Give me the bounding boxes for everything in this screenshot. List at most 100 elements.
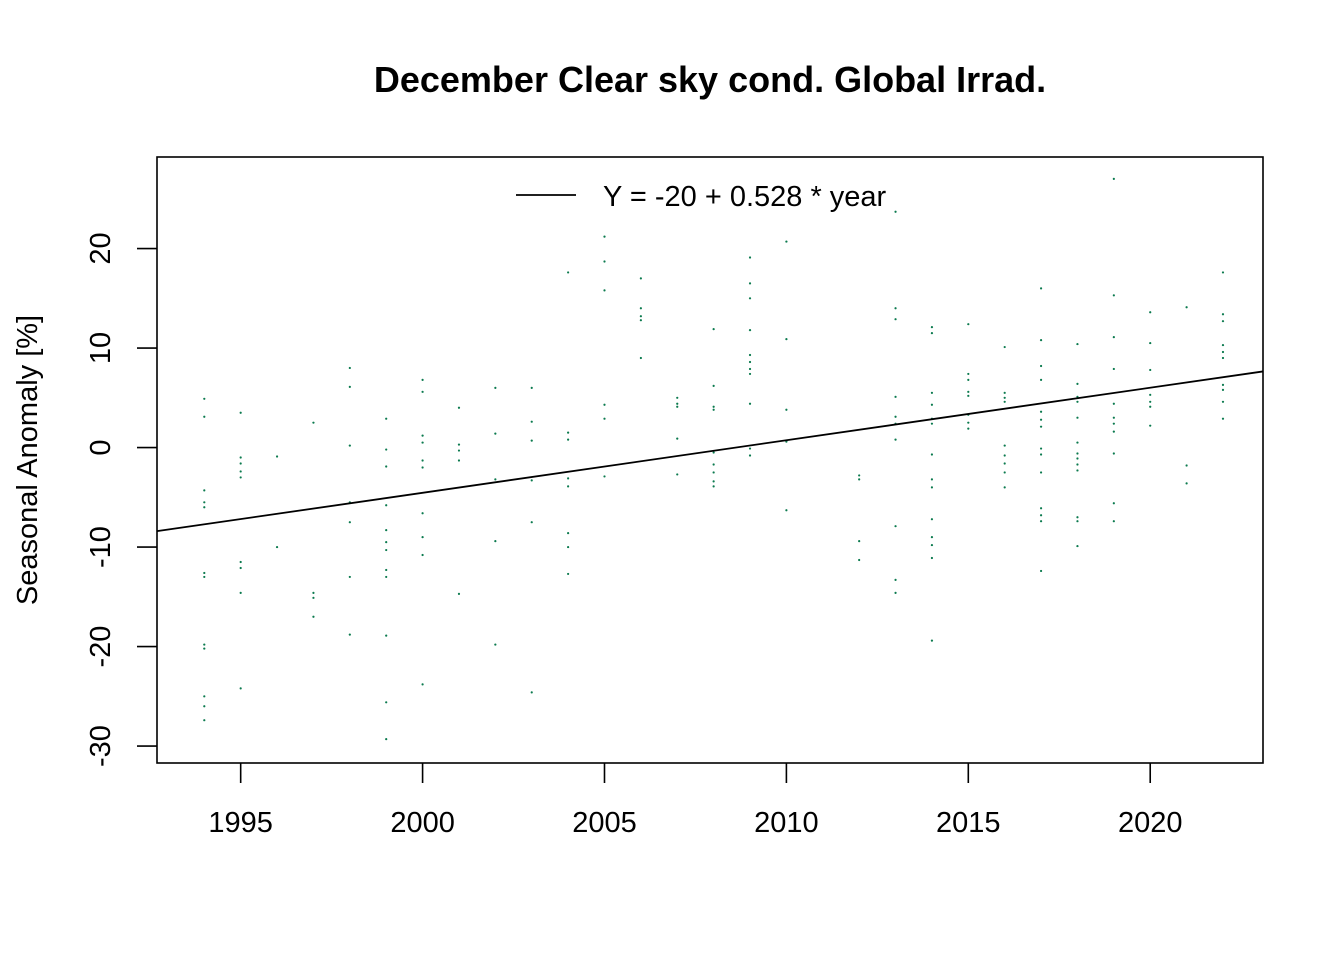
data-point bbox=[1003, 471, 1006, 474]
data-point bbox=[858, 474, 861, 477]
data-point bbox=[203, 719, 206, 722]
data-point bbox=[712, 328, 715, 331]
data-point bbox=[1221, 271, 1225, 274]
x-tick-label: 2000 bbox=[390, 807, 455, 839]
data-point bbox=[1003, 462, 1006, 465]
data-point bbox=[1039, 520, 1043, 523]
data-point bbox=[203, 695, 206, 698]
data-point bbox=[312, 421, 315, 424]
data-point bbox=[203, 415, 206, 418]
data-point bbox=[894, 210, 897, 213]
data-point bbox=[1076, 452, 1079, 455]
x-tick-label: 2005 bbox=[572, 807, 637, 839]
y-tick-label: 0 bbox=[85, 439, 117, 455]
data-point bbox=[530, 521, 533, 524]
data-point bbox=[1039, 447, 1043, 450]
plot-frame bbox=[156, 156, 1264, 764]
data-point bbox=[203, 705, 206, 708]
data-point bbox=[712, 451, 715, 454]
data-point bbox=[1039, 364, 1043, 368]
data-point bbox=[421, 536, 424, 539]
data-point bbox=[1221, 320, 1225, 323]
data-point bbox=[1076, 416, 1079, 419]
x-tick-label: 2010 bbox=[754, 807, 819, 839]
data-point bbox=[639, 319, 642, 322]
data-point bbox=[1112, 367, 1115, 371]
data-point bbox=[748, 454, 752, 457]
data-point bbox=[421, 434, 424, 437]
y-tick-label: 20 bbox=[85, 232, 117, 264]
data-point bbox=[603, 403, 606, 406]
data-point bbox=[385, 575, 388, 579]
data-point bbox=[1221, 350, 1225, 354]
data-point bbox=[712, 405, 715, 408]
data-point bbox=[967, 372, 970, 376]
data-point bbox=[348, 385, 351, 388]
data-point bbox=[203, 647, 206, 650]
data-point bbox=[603, 475, 606, 478]
trend-line bbox=[156, 370, 1264, 533]
data-point bbox=[348, 575, 351, 579]
data-point bbox=[894, 415, 897, 418]
data-point bbox=[1112, 430, 1115, 433]
data-point bbox=[1149, 424, 1152, 427]
y-axis-label: Seasonal Anomaly [%] bbox=[12, 315, 44, 605]
data-point bbox=[603, 289, 606, 292]
data-point bbox=[567, 485, 570, 488]
data-point bbox=[1076, 520, 1079, 523]
data-point bbox=[530, 420, 533, 423]
data-point bbox=[894, 395, 897, 398]
data-point bbox=[421, 466, 424, 469]
data-point bbox=[676, 402, 679, 405]
data-point bbox=[421, 441, 424, 444]
chart-title: December Clear sky cond. Global Irrad. bbox=[374, 59, 1046, 100]
data-point bbox=[1149, 405, 1152, 408]
data-point bbox=[712, 384, 715, 387]
data-point bbox=[385, 548, 388, 552]
data-point bbox=[494, 478, 497, 481]
data-point bbox=[785, 509, 788, 512]
data-point bbox=[748, 282, 752, 285]
data-point bbox=[676, 405, 679, 408]
data-point bbox=[494, 539, 497, 543]
data-point bbox=[385, 465, 388, 468]
data-point bbox=[203, 397, 206, 400]
data-point bbox=[385, 504, 388, 507]
data-point bbox=[348, 444, 351, 447]
data-point bbox=[1076, 441, 1079, 444]
data-point bbox=[930, 536, 934, 539]
data-point bbox=[1221, 356, 1225, 360]
data-point bbox=[1039, 569, 1043, 573]
data-point bbox=[348, 633, 351, 636]
data-point bbox=[385, 568, 388, 572]
data-point bbox=[1039, 453, 1043, 456]
data-point bbox=[421, 553, 424, 557]
data-point bbox=[1076, 457, 1079, 460]
data-point bbox=[1039, 378, 1043, 381]
data-point bbox=[967, 378, 970, 381]
data-point bbox=[567, 271, 570, 274]
data-point bbox=[930, 391, 934, 394]
data-point bbox=[1112, 416, 1115, 419]
data-point bbox=[930, 639, 934, 642]
legend: Y = -20 + 0.528 * year bbox=[516, 181, 887, 213]
data-point bbox=[1112, 402, 1115, 405]
data-point bbox=[748, 329, 752, 332]
data-point bbox=[385, 701, 388, 704]
data-point bbox=[1003, 486, 1006, 489]
data-point bbox=[1076, 544, 1079, 548]
data-point bbox=[1221, 343, 1225, 347]
data-point bbox=[385, 634, 388, 637]
data-point bbox=[1003, 396, 1006, 399]
data-point bbox=[457, 443, 461, 446]
data-point bbox=[1076, 382, 1079, 385]
data-point bbox=[894, 591, 897, 594]
data-point bbox=[385, 738, 388, 741]
data-point bbox=[385, 540, 388, 544]
x-tick-label: 2015 bbox=[936, 807, 1001, 839]
data-point bbox=[748, 297, 752, 300]
data-point bbox=[239, 456, 242, 459]
y-tick-label: 10 bbox=[85, 332, 117, 364]
data-point bbox=[894, 578, 897, 582]
data-point bbox=[1221, 383, 1225, 386]
